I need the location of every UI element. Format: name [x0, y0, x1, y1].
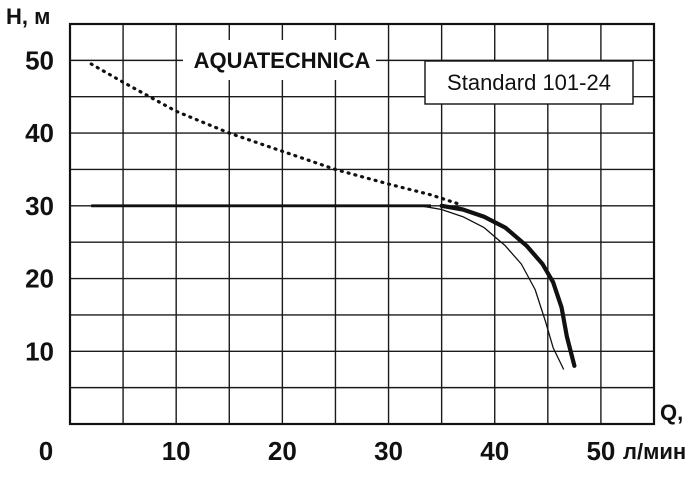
- grid: [70, 24, 654, 424]
- model-label: Standard 101-24: [447, 70, 611, 95]
- series-line-thin: [420, 205, 565, 370]
- series-line-dotted: [89, 62, 460, 206]
- model-box: [424, 60, 634, 105]
- y-tick-label: 10: [25, 336, 54, 366]
- y-tick-label: 50: [25, 45, 54, 75]
- y-tick-label: 30: [25, 191, 54, 221]
- y-tick-label: 20: [25, 264, 54, 294]
- y-axis-title: H, м: [6, 4, 50, 29]
- x-tick-label: 40: [480, 436, 509, 466]
- series-layer: [89, 62, 577, 370]
- x-tick-label: 10: [162, 436, 191, 466]
- x-axis-title-bottom: л/мин: [623, 439, 686, 464]
- x-tick-label: 20: [268, 436, 297, 466]
- origin-label: 0: [39, 436, 53, 466]
- y-tick-label: 40: [25, 118, 54, 148]
- tick-labels: 10 20 30 40 50 10 20 30 40 50: [25, 45, 615, 466]
- x-tick-label: 30: [374, 436, 403, 466]
- brand-box: [183, 40, 376, 80]
- brand-title: AQUATECHNICA: [194, 48, 371, 73]
- plot-frame: [68, 22, 656, 426]
- series-line-thick: [439, 203, 577, 368]
- x-tick-label: 50: [586, 436, 615, 466]
- x-axis-title-top: Q,: [660, 400, 683, 425]
